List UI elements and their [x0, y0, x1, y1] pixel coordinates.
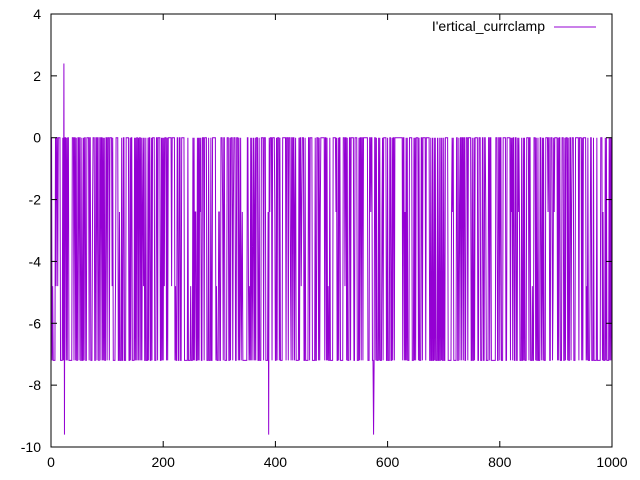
plot-frame: [50, 13, 613, 448]
plot-area: [50, 63, 613, 435]
y-tick-label: -2: [29, 192, 42, 208]
y-tick-label: 2: [33, 68, 41, 84]
x-tick-label: 600: [376, 454, 400, 470]
y-tick-label: 4: [33, 6, 41, 22]
y-tick-label: -4: [29, 253, 42, 269]
y-tick-label: 0: [33, 130, 41, 146]
legend: I'ertical_currclamp: [432, 18, 596, 34]
x-tick-label: 400: [264, 454, 288, 470]
y-tick-label: -8: [29, 377, 42, 393]
series-line: [50, 63, 613, 435]
x-tick-label: 200: [152, 454, 176, 470]
legend-label: I'ertical_currclamp: [432, 18, 545, 34]
x-tick-label: 1000: [596, 454, 627, 470]
y-tick-label: -6: [29, 315, 42, 331]
x-tick-label: 800: [488, 454, 512, 470]
axes: 4 2 0 -2 -4 -6 -8 -10 0 200 400 600 800 1000: [21, 6, 628, 470]
x-tick-label: 0: [47, 454, 55, 470]
y-tick-label: -10: [21, 439, 41, 455]
